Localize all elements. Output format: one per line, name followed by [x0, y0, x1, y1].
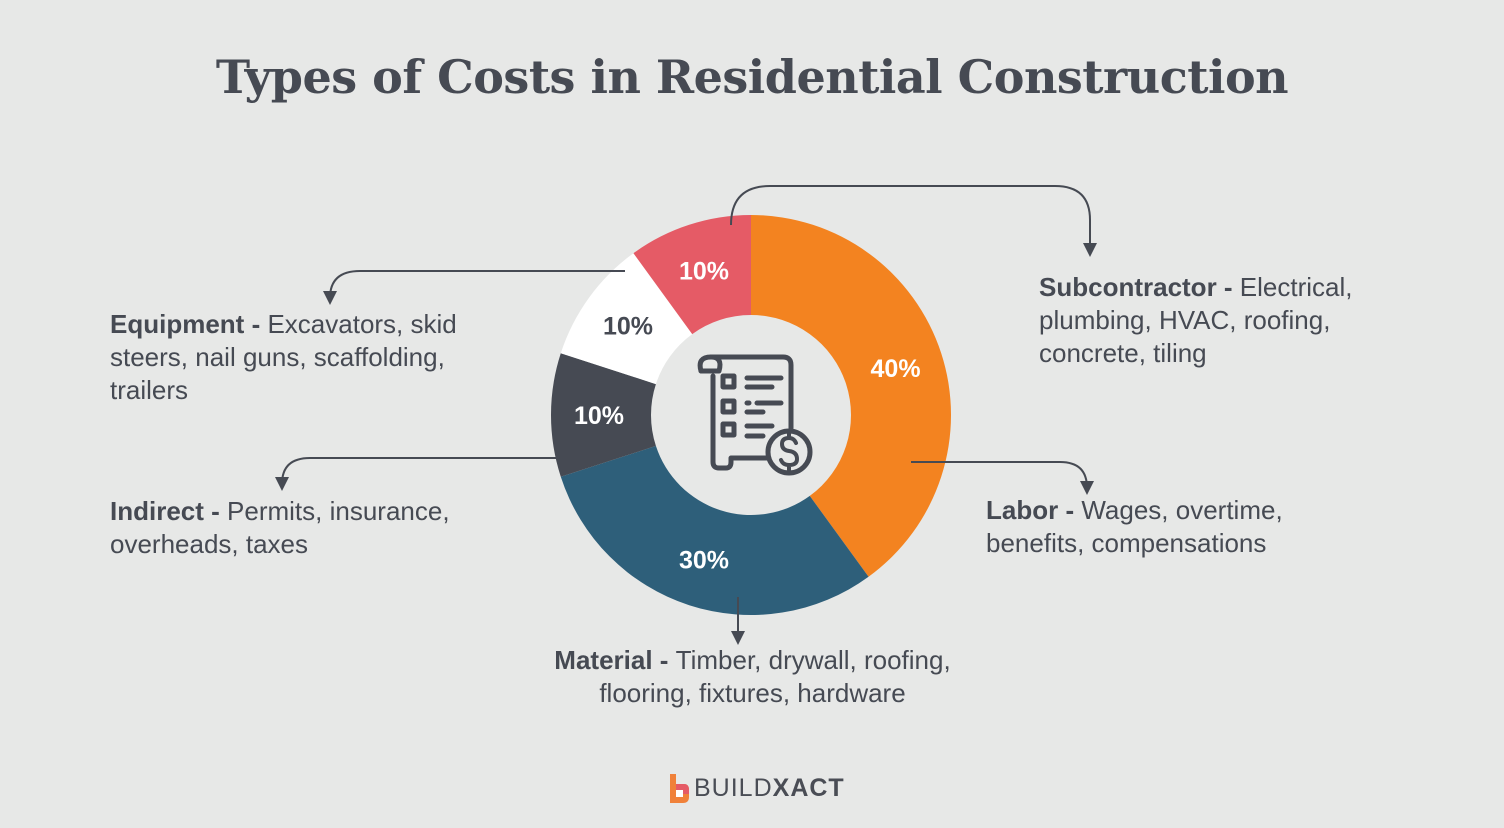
category-description: Excavators, skid steers, nail guns, scaf… — [110, 309, 457, 405]
brand-part1: BUILD — [694, 773, 773, 802]
equipment-connector — [323, 270, 625, 305]
separator: - — [203, 496, 228, 526]
indirect-connector — [275, 457, 556, 491]
category-name: Material — [554, 645, 653, 675]
data-label-subcontractor: 10% — [679, 257, 729, 285]
slice-subcontractor — [633, 215, 751, 335]
category-description: Wages, overtime, benefits, compensations — [986, 495, 1283, 558]
slice-labor — [751, 215, 951, 577]
category-name: Labor — [986, 495, 1059, 525]
category-description: Permits, insurance, overheads, taxes — [110, 496, 450, 559]
slice-indirect — [551, 353, 656, 477]
brand-part2: XACT — [772, 773, 845, 802]
data-label-labor: 40% — [871, 355, 921, 383]
category-description: Electrical, plumbing, HVAC, roofing, con… — [1039, 272, 1353, 368]
buildxact-logo: BUILDXACT — [668, 772, 845, 804]
buildxact-logo-icon — [670, 774, 689, 803]
separator: - — [1216, 272, 1240, 302]
category-description: Timber, drywall, roofing, flooring, fixt… — [599, 645, 951, 708]
data-label-indirect: 10% — [574, 402, 624, 430]
slice-equipment — [560, 253, 693, 385]
separator: - — [244, 309, 268, 339]
legend-subcontractor: Subcontractor - Electrical, plumbing, HV… — [1039, 271, 1399, 370]
subcontractor-connector — [730, 185, 1097, 257]
data-label-material: 30% — [679, 547, 729, 575]
data-label-equipment: 10% — [603, 313, 653, 341]
category-name: Equipment — [110, 309, 245, 339]
brand-name: BUILDXACT — [694, 774, 845, 803]
legend-material: Material - Timber, drywall, roofing, flo… — [530, 644, 975, 710]
separator: - — [1058, 495, 1082, 525]
slice-material — [560, 445, 869, 615]
legend-indirect: Indirect - Permits, insurance, overheads… — [110, 495, 495, 561]
invoice-dollar-icon — [697, 354, 813, 476]
category-name: Indirect — [110, 496, 204, 526]
legend-labor: Labor - Wages, overtime, benefits, compe… — [986, 494, 1316, 560]
category-name: Subcontractor — [1039, 272, 1217, 302]
legend-equipment: Equipment - Excavators, skid steers, nai… — [110, 308, 495, 407]
separator: - — [652, 645, 676, 675]
chart-title: Types of Costs in Residential Constructi… — [215, 50, 1289, 104]
labor-connector — [911, 461, 1094, 495]
